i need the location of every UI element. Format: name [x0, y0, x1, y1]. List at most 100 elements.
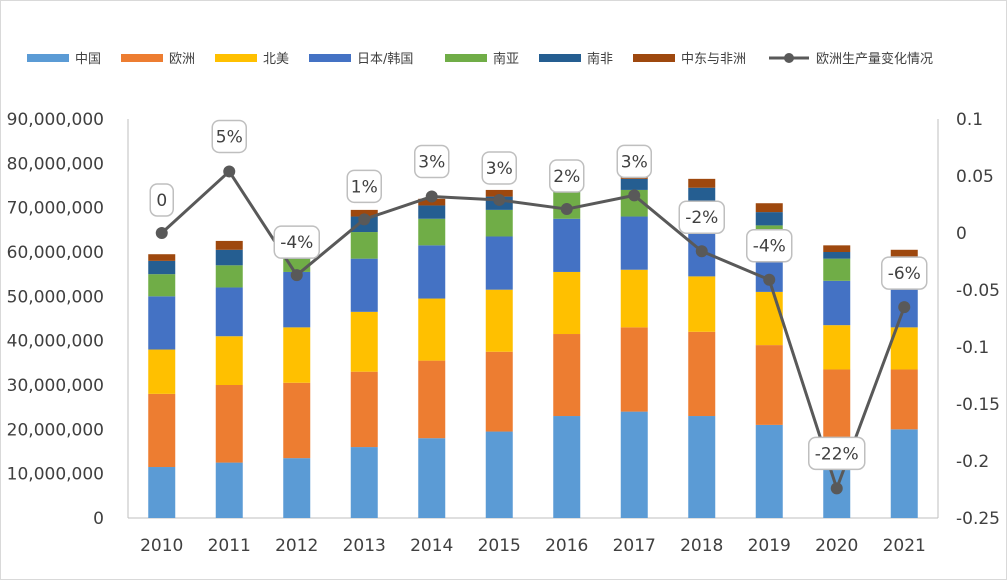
y-left-tick-label: 90,000,000 [7, 110, 104, 130]
data-label: -22% [815, 444, 859, 464]
bar-segment [215, 336, 243, 385]
bar-segment [485, 236, 513, 290]
bar-segment [553, 416, 581, 518]
bar-segment [148, 274, 176, 297]
line-point [695, 245, 708, 258]
bar-segment [823, 325, 851, 370]
x-tick-label: 2020 [815, 536, 858, 556]
bar-segment [620, 216, 648, 270]
bar-segment [350, 311, 378, 372]
bar-segment [890, 429, 918, 518]
bar-segment [485, 189, 513, 197]
bar-segment [418, 298, 446, 361]
line-point [290, 269, 303, 282]
data-label-box [481, 151, 517, 185]
x-tick-label: 2014 [410, 536, 453, 556]
legend-label: 中东与非洲 [681, 52, 746, 67]
x-tick-label: 2019 [748, 536, 791, 556]
line-point [830, 482, 843, 495]
bar-segment [215, 265, 243, 288]
data-label-box [211, 119, 247, 154]
bars [148, 172, 918, 518]
bar-segment [215, 462, 243, 518]
data-label-box [346, 169, 382, 204]
x-tick-label: 2021 [883, 536, 926, 556]
legend: 中国 欧洲 北美 日本/韩国 南亚 南非 中东与非洲 欧洲生产量变化情况 [27, 51, 933, 67]
bar-segment [755, 212, 783, 226]
legend-swatch [445, 54, 487, 62]
bar-segment [688, 331, 716, 417]
bar-segment [688, 276, 716, 332]
x-tick-label: 2013 [343, 536, 386, 556]
legend-label: 南亚 [493, 51, 519, 67]
data-label-box [808, 436, 866, 471]
legend-swatch [539, 54, 581, 62]
data-label: 3% [418, 153, 445, 173]
bar-segment [755, 203, 783, 213]
y-left-tick-label: 0 [93, 509, 104, 529]
x-tick-label: 2017 [613, 536, 656, 556]
y-right-tick-label: 0.1 [956, 110, 983, 130]
x-tick-label: 2018 [680, 536, 723, 556]
y-right-tick-label: -0.1 [956, 338, 989, 358]
legend-swatch [27, 54, 69, 62]
y-left-tick-label: 80,000,000 [7, 154, 104, 174]
line-data-labels: 0 5% -4% 1% 3% 3% 2% 3% -2% -4% -22% -6% [149, 119, 928, 471]
x-tick-label: 2012 [275, 536, 318, 556]
data-label: -4% [280, 233, 313, 253]
data-label: 5% [216, 127, 243, 147]
bar-segment [283, 382, 311, 459]
bar-segment [823, 252, 851, 259]
data-label-box [149, 183, 174, 217]
bar-segment [418, 245, 446, 299]
bar-segment [215, 385, 243, 463]
y-left-tick-label: 40,000,000 [7, 332, 104, 352]
bar-segment [823, 280, 851, 326]
bar-segment [418, 218, 446, 246]
x-tick-label: 2011 [208, 536, 251, 556]
bar-segment [755, 291, 783, 346]
data-label-box [549, 159, 585, 193]
bar-segment [620, 269, 648, 328]
legend-swatch [633, 54, 675, 62]
bar-segment [620, 411, 648, 518]
bar-segment [890, 249, 918, 257]
bar-segment [418, 205, 446, 219]
line-point [763, 273, 776, 286]
x-tick-label: 2010 [140, 536, 183, 556]
bar-segment [148, 296, 176, 350]
data-label: 0 [156, 191, 167, 211]
data-label: 3% [621, 152, 648, 172]
legend-label: 日本/韩国 [357, 52, 413, 67]
bar-segment [485, 431, 513, 518]
data-label-box [273, 225, 320, 259]
legend-line-marker [784, 53, 794, 63]
bar-segment [553, 334, 581, 417]
data-label: 1% [351, 177, 378, 197]
bar-segment [418, 438, 446, 518]
line-point [493, 193, 506, 206]
y-right-tick-label: 0.05 [956, 167, 994, 187]
data-label: -6% [888, 264, 921, 284]
data-label-box [881, 256, 928, 290]
bar-segment [148, 260, 176, 275]
bar-segment [148, 254, 176, 261]
line-point [898, 301, 911, 314]
legend-label: 中国 [75, 52, 101, 67]
data-label: 3% [486, 159, 513, 179]
bar-segment [823, 245, 851, 252]
legend-swatch [309, 54, 351, 62]
bar-segment [823, 258, 851, 281]
bar-segment [148, 393, 176, 468]
bar-segment [755, 424, 783, 518]
bar-segment [553, 218, 581, 272]
y-left-tick-label: 10,000,000 [7, 465, 104, 485]
data-label: 2% [553, 167, 580, 187]
bar-segment [553, 271, 581, 335]
data-label-box [616, 144, 652, 179]
data-label-box [746, 228, 793, 263]
data-label-box [414, 144, 450, 179]
legend-label: 欧洲生产量变化情况 [816, 51, 933, 67]
